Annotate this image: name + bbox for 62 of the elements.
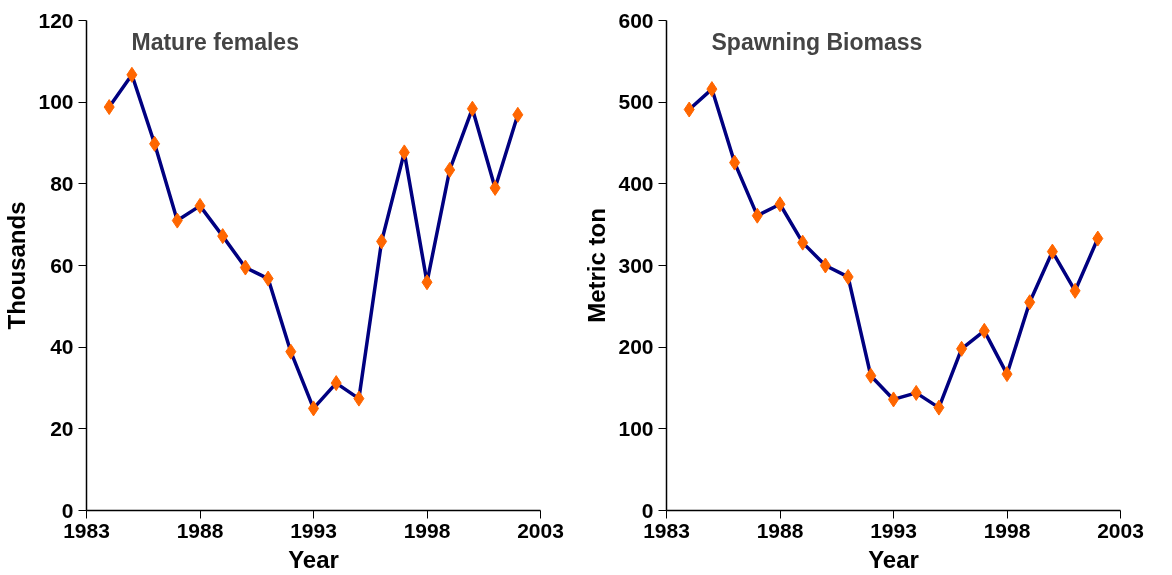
point	[149, 135, 161, 152]
y-tick-label: 100	[38, 90, 74, 114]
point	[103, 99, 115, 116]
point	[1069, 282, 1081, 299]
y-tick-label: 100	[618, 416, 654, 440]
point	[910, 384, 922, 401]
point	[1092, 230, 1104, 247]
y-tick-label: 200	[618, 335, 654, 359]
point	[512, 106, 524, 123]
y-tick-label: 500	[618, 90, 654, 114]
point	[751, 207, 763, 224]
y-tick-label: 80	[50, 171, 74, 195]
point	[706, 81, 718, 98]
point	[842, 268, 854, 285]
y-tick-label: 300	[618, 253, 654, 277]
point	[978, 322, 990, 339]
point	[239, 259, 251, 276]
x-tick-label: 1993	[290, 518, 337, 542]
point	[865, 367, 877, 384]
x-tick-label: 2003	[1097, 518, 1144, 542]
point	[729, 154, 741, 171]
x-tick-label: 1998	[983, 518, 1031, 542]
point	[376, 233, 388, 250]
point	[285, 343, 297, 360]
point	[398, 144, 410, 161]
y-tick-label: 400	[618, 171, 654, 195]
x-tick-label: 1998	[403, 518, 451, 542]
point	[1046, 243, 1058, 260]
y-axis-title: Thousands	[3, 201, 31, 330]
x-tick-label: 2003	[517, 518, 564, 542]
y-axis-title: Metric ton	[583, 208, 611, 323]
chart-title: Spawning Biomass	[711, 28, 923, 55]
chart-title: Mature females	[131, 28, 299, 55]
x-tick-label: 1988	[756, 518, 804, 542]
y-tick-label: 120	[38, 8, 74, 32]
y-tick-label: 600	[618, 8, 654, 32]
point	[171, 212, 183, 229]
point	[774, 196, 786, 213]
point	[956, 340, 968, 357]
point	[330, 375, 342, 392]
point	[797, 234, 809, 251]
point	[1001, 366, 1013, 383]
x-tick-label: 1988	[176, 518, 224, 542]
x-tick-label: 1993	[870, 518, 917, 542]
point	[262, 270, 274, 287]
point	[444, 161, 456, 178]
x-axis-title: Year	[288, 545, 339, 573]
point	[353, 390, 365, 407]
point	[683, 101, 695, 118]
y-tick-label: 20	[50, 416, 74, 440]
x-axis-title: Year	[868, 545, 919, 573]
point	[421, 274, 433, 291]
y-tick-label: 40	[50, 335, 74, 359]
point	[933, 399, 945, 416]
point	[1024, 294, 1036, 311]
point	[126, 66, 138, 83]
point	[194, 197, 206, 214]
point	[466, 100, 478, 117]
point	[489, 179, 501, 196]
y-tick-label: 60	[50, 253, 74, 277]
point	[217, 228, 229, 245]
point	[819, 257, 831, 274]
